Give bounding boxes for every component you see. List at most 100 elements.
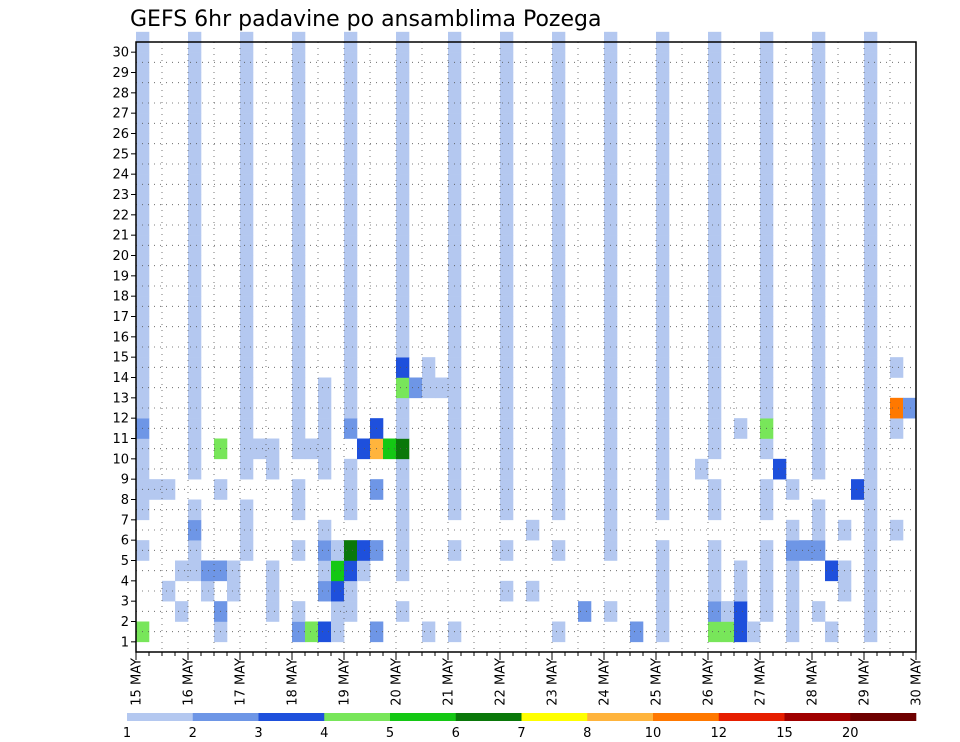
precip-cell: [552, 296, 566, 317]
precip-cell: [812, 377, 826, 399]
precip-cell: [656, 275, 670, 297]
y-tick-label: 22: [112, 208, 129, 223]
precip-cell: [500, 174, 514, 195]
precip-cell: [786, 560, 800, 582]
precip-cell: [188, 357, 202, 378]
precip-cell: [344, 316, 358, 338]
precip-cell: [344, 580, 358, 602]
y-tick-label: 1: [121, 635, 129, 650]
precip-cell: [864, 621, 878, 643]
precip-cell: [552, 275, 566, 297]
precip-cell: [708, 133, 722, 155]
y-tick-label: 23: [112, 188, 129, 203]
precip-cell: [552, 194, 566, 216]
precip-cell: [344, 601, 358, 622]
y-tick-label: 27: [112, 107, 129, 122]
precip-cell: [864, 153, 878, 175]
precip-cell: [318, 438, 332, 460]
x-tick-label: 29 MAY: [858, 658, 873, 706]
precip-cell: [201, 580, 215, 602]
precip-cell: [656, 357, 670, 378]
precip-cell: [240, 377, 254, 399]
precip-cell: [318, 458, 332, 480]
precip-cell: [188, 52, 202, 73]
y-tick-label: 6: [121, 534, 129, 549]
colorbar-legend: 1 2 3 4 5 6 7 8 10 12 15 20: [123, 713, 917, 741]
precip-cell: [396, 72, 410, 94]
precip-cell: [253, 438, 267, 460]
y-tick-label: 15: [112, 351, 129, 366]
precip-cell: [578, 601, 592, 622]
precip-cell: [396, 316, 410, 338]
precip-cell: [344, 560, 358, 582]
precip-cell: [552, 377, 566, 399]
precip-cell: [786, 479, 800, 500]
precip-cell: [656, 418, 670, 439]
precip-cell: [331, 580, 345, 602]
colorbar-swatch: [390, 713, 457, 721]
colorbar-label: 5: [386, 726, 394, 741]
precip-cell: [552, 540, 566, 561]
precip-cell: [318, 621, 332, 643]
precip-cell: [812, 519, 826, 541]
y-tick-label: 19: [112, 269, 129, 284]
precip-cell: [656, 621, 670, 643]
y-tick-label: 8: [121, 493, 129, 508]
precip-cell: [318, 560, 332, 582]
precip-cell: [708, 336, 722, 358]
precip-cell: [266, 601, 280, 622]
precip-cell: [240, 153, 254, 175]
precip-cell: [227, 560, 241, 582]
precip-cell: [864, 458, 878, 480]
precip-cell: [708, 377, 722, 399]
precip-cell: [825, 560, 839, 582]
precip-cell: [708, 357, 722, 378]
precip-cell: [240, 174, 254, 195]
precip-cell: [552, 458, 566, 480]
y-tick-label: 24: [112, 168, 129, 183]
precip-cell: [305, 438, 319, 460]
precip-cell: [344, 113, 358, 134]
colorbar-swatch: [192, 713, 259, 721]
precip-cell: [149, 479, 163, 500]
precip-cell: [240, 458, 254, 480]
precip-cell: [734, 560, 748, 582]
precip-cell: [396, 418, 410, 439]
colorbar-label: 20: [842, 726, 859, 741]
precip-cell: [656, 214, 670, 236]
precip-cell: [630, 621, 644, 643]
precip-cell: [331, 621, 345, 643]
precip-cell: [240, 357, 254, 378]
y-tick-label: 12: [112, 412, 129, 427]
precip-cell: [396, 540, 410, 561]
y-tick-label: 9: [121, 473, 129, 488]
precip-cell: [344, 540, 358, 561]
precip-cell: [500, 52, 514, 73]
x-tick-label: 21 MAY: [442, 658, 457, 706]
x-tick-label: 30 MAY: [910, 658, 925, 706]
precip-cell: [422, 357, 436, 378]
precip-cell: [786, 601, 800, 622]
precip-cell: [656, 296, 670, 317]
precip-cell: [656, 397, 670, 419]
colorbar-label: 3: [254, 726, 262, 741]
precip-cell: [188, 133, 202, 155]
precip-cell: [812, 194, 826, 216]
precip-cell: [890, 397, 904, 419]
precip-cell: [188, 275, 202, 297]
precip-cell: [396, 133, 410, 155]
precip-cell: [864, 540, 878, 561]
precip-cell: [864, 92, 878, 114]
precip-cell: [344, 357, 358, 378]
precip-cell: [825, 621, 839, 643]
colorbar-label: 2: [189, 726, 197, 741]
precip-cell: [864, 255, 878, 277]
precip-cell: [708, 479, 722, 500]
precip-cell: [552, 52, 566, 73]
precip-cell: [786, 580, 800, 602]
precip-cell: [266, 560, 280, 582]
precip-cell: [188, 560, 202, 582]
precip-cell: [721, 601, 735, 622]
precip-cell: [890, 357, 904, 378]
precip-cell: [812, 499, 826, 521]
